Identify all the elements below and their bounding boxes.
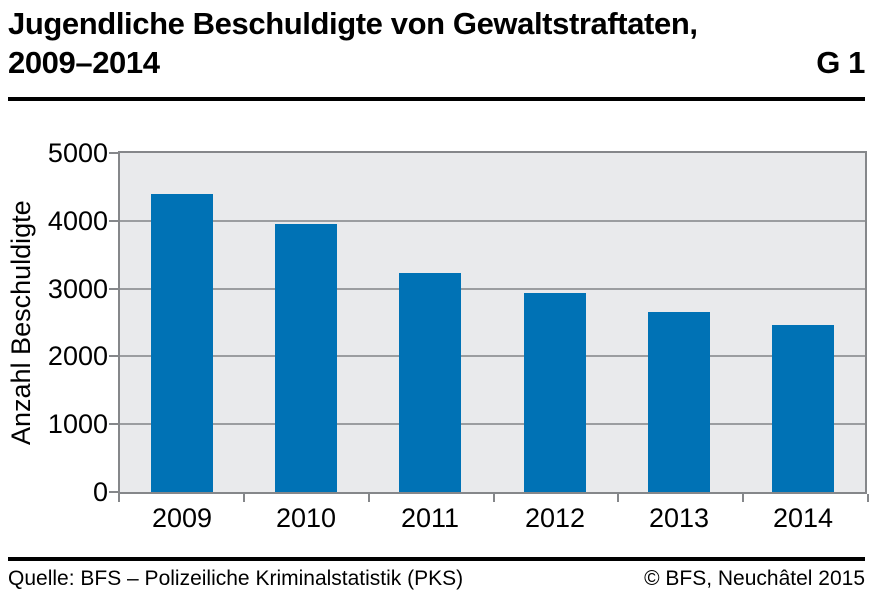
x-tick-label: 2013 (648, 503, 710, 533)
y-tick-mark (109, 355, 118, 358)
x-tick-mark (493, 494, 495, 502)
x-tick-label: 2009 (151, 503, 213, 533)
y-tick-mark (109, 152, 118, 154)
y-tick-label: 5000 (47, 138, 108, 168)
x-tick-mark (617, 494, 619, 502)
gridline (120, 287, 865, 290)
chart-header: Jugendliche Beschuldigte von Gewaltstraf… (8, 4, 865, 82)
y-tick-mark (109, 491, 118, 493)
bar (648, 312, 710, 492)
gridline (120, 219, 865, 222)
chart-footer: Quelle: BFS – Polizeiliche Kriminalstati… (8, 566, 865, 592)
bar (275, 224, 337, 492)
x-tick-label: 2010 (275, 503, 337, 533)
y-tick-label: 2000 (47, 341, 108, 372)
y-tick-mark (109, 219, 118, 222)
y-tick-label: 0 (92, 477, 108, 507)
bar (524, 293, 586, 492)
y-tick-label: 1000 (47, 409, 108, 440)
page-title-line2-row: 2009–2014 G 1 (8, 43, 865, 82)
copyright-text: © BFS, Neuchâtel 2015 (644, 567, 865, 590)
x-tick-label: 2011 (400, 503, 460, 533)
y-axis-title: Anzahl Beschuldigte (6, 200, 36, 445)
bar (399, 273, 461, 492)
gridline (120, 355, 865, 358)
x-tick-label: 2014 (772, 503, 834, 533)
bar (151, 194, 213, 492)
figure-label: G 1 (816, 45, 865, 80)
page-title-line1: Jugendliche Beschuldigte von Gewaltstraf… (8, 6, 698, 41)
bar (772, 325, 834, 492)
plot-area (118, 151, 867, 494)
x-tick-mark (118, 494, 120, 502)
source-text: Quelle: BFS – Polizeiliche Kriminalstati… (8, 567, 464, 590)
plot-inner (120, 153, 865, 492)
x-tick-mark (742, 494, 744, 502)
x-tick-mark (243, 494, 245, 502)
y-tick-label: 4000 (47, 205, 108, 236)
footer-divider (8, 557, 865, 561)
y-tick-mark (109, 287, 118, 290)
x-tick-label: 2012 (524, 503, 586, 533)
x-tick-mark (368, 494, 370, 502)
x-tick-mark (867, 494, 869, 502)
header-divider (8, 97, 865, 101)
gridline (120, 423, 865, 426)
page-title-line2: 2009–2014 (8, 45, 160, 80)
y-tick-label: 3000 (47, 273, 108, 304)
y-tick-mark (109, 423, 118, 426)
